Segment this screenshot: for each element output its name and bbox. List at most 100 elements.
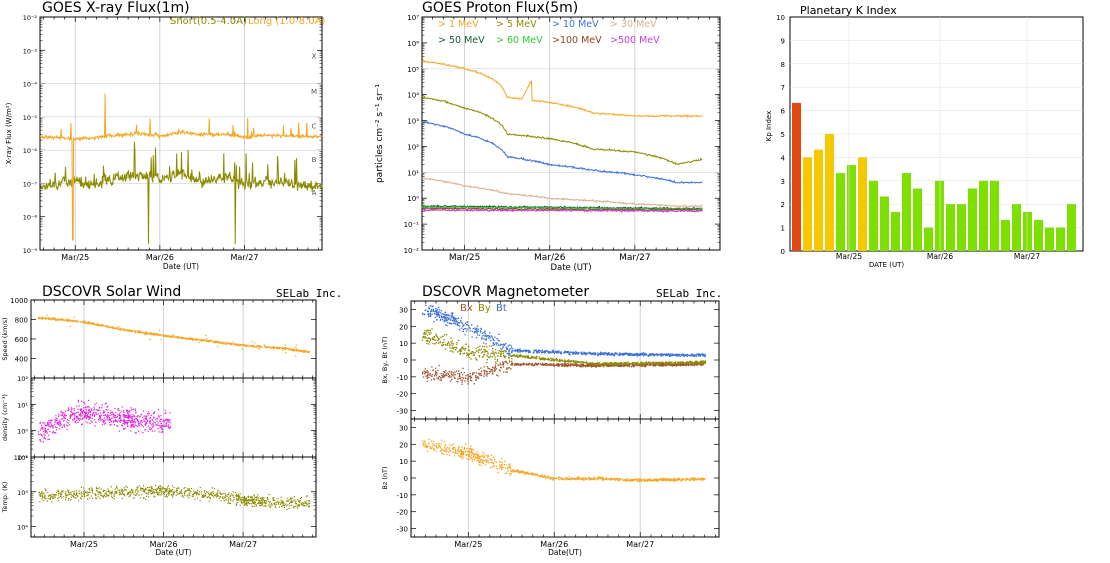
kp-bar xyxy=(1023,211,1032,251)
wind-axes-0 xyxy=(30,299,317,379)
kp-bar xyxy=(902,173,911,251)
proton-ytick-label: 10² xyxy=(407,143,419,151)
xray-ytick-label: 10⁻³ xyxy=(23,47,38,55)
wind-axes-1-frame xyxy=(30,377,317,458)
wind-ytick-label: 1000 xyxy=(10,297,28,305)
mag-ylabel: Bz (nT) xyxy=(381,466,389,489)
mag-ytick-label: 20 xyxy=(399,441,408,449)
kp-ytick-label: 2 xyxy=(781,201,785,209)
proton-legend-entry: >100 MeV xyxy=(552,35,602,46)
mag-scatter-Bx xyxy=(422,356,706,385)
wind-axes-0-frame xyxy=(30,299,317,379)
proton-legend-entry: > 1 MeV xyxy=(438,19,479,30)
mag-ytick-label: 30 xyxy=(399,306,408,314)
proton-series-line xyxy=(421,207,703,213)
kp-xtick-label: Mar/25 xyxy=(836,252,862,261)
kp-bar xyxy=(913,188,922,251)
xray-xtick-label: Mar/25 xyxy=(61,253,89,262)
proton-xtick-label: Mar/25 xyxy=(449,253,480,263)
wind-scatter-0 xyxy=(37,314,310,357)
wind-ytick-label: 10⁶ xyxy=(17,454,28,462)
proton-ytick-label: 10¹ xyxy=(407,169,419,177)
wind-axes-1 xyxy=(30,377,317,458)
kp-bar xyxy=(847,165,856,251)
mag-ytick-label: 30 xyxy=(399,424,408,432)
mag-legend-entry: Bx xyxy=(460,303,473,314)
proton-series-line xyxy=(421,177,703,208)
xray-xtick-label: Mar/27 xyxy=(230,253,258,262)
kp-ytick-label: 8 xyxy=(781,61,785,69)
wind-ytick-label: 10⁴ xyxy=(17,524,28,532)
mag-scatter-By xyxy=(421,328,706,366)
kp-bar xyxy=(957,204,966,251)
kp-bar xyxy=(1045,227,1054,251)
wind-xlabel: Date (UT) xyxy=(155,548,191,557)
proton-legend-entry: > 30 MeV xyxy=(610,19,657,30)
mag-xtick-label: Mar/25 xyxy=(454,540,482,549)
xray-ytick-label: 10⁻⁷ xyxy=(23,180,38,188)
proton-ytick-label: 10⁴ xyxy=(407,92,419,100)
wind-ytick-label: 10⁰ xyxy=(17,428,28,436)
proton-axes xyxy=(421,16,721,251)
kp-ytick-label: 7 xyxy=(781,84,785,92)
mag-ylabel: Bx, By, Bt (nT) xyxy=(381,336,389,383)
mag-ytick-label: -20 xyxy=(397,391,408,399)
kp-bar xyxy=(891,211,900,251)
kp-bar xyxy=(869,180,878,251)
kp-ytick-label: 3 xyxy=(781,178,785,186)
proton-legend-entry: > 50 MeV xyxy=(438,35,485,46)
proton-ylabel: particles cm⁻² s⁻¹ sr⁻¹ xyxy=(375,84,385,183)
wind-scatter-2 xyxy=(38,484,311,510)
mag-ytick-label: -30 xyxy=(397,408,408,416)
wind-scatter-1 xyxy=(38,399,172,443)
xray-ytick-label: 10⁻⁹ xyxy=(23,247,38,255)
xray-ytick-label: 10⁻² xyxy=(23,14,38,22)
wind-ytick-label: 10⁻¹ xyxy=(14,454,29,462)
proton-ytick-label: 10⁻² xyxy=(404,247,420,255)
kp-ytick-label: 6 xyxy=(781,108,786,116)
kp-ytick-label: 10 xyxy=(776,14,785,22)
mag-ytick-label: -30 xyxy=(397,526,408,534)
kp-ytick-label: 9 xyxy=(781,37,785,45)
kp-ytick-label: 5 xyxy=(781,131,785,139)
mag-ytick-label: -10 xyxy=(397,374,408,382)
xray-class-label: X xyxy=(312,52,317,60)
xray-ytick-label: 10⁻⁸ xyxy=(23,214,38,222)
proton-xtick-label: Mar/26 xyxy=(534,253,566,263)
wind-ylabel: density (cm⁻³) xyxy=(1,394,9,441)
kp-ylabel: Kp Index xyxy=(765,111,773,142)
xray-class-label: C xyxy=(312,122,317,130)
proton-axes-frame xyxy=(421,16,721,251)
xray-series-long xyxy=(39,93,323,241)
proton-series-line xyxy=(421,95,703,166)
mag-scatter-Bz xyxy=(422,438,706,483)
proton-ytick-label: 10⁷ xyxy=(407,14,419,22)
kp-bar xyxy=(880,196,889,251)
kp-ytick-label: 0 xyxy=(781,248,785,256)
mag-ytick-label: -20 xyxy=(397,509,408,517)
proton-ytick-label: 10⁶ xyxy=(407,40,419,48)
mag-legend-entry: Bt xyxy=(496,303,507,314)
proton-xtick-label: Mar/27 xyxy=(619,253,650,263)
kp-bar xyxy=(792,102,801,252)
wind-ylabel: Speed (km/s) xyxy=(1,317,9,360)
wind-xtick-label: Mar/27 xyxy=(229,540,257,549)
proton-legend-entry: > 60 MeV xyxy=(496,35,543,46)
kp-bar xyxy=(935,180,944,251)
wind-ytick-label: 400 xyxy=(15,356,28,364)
proton-ytick-label: 10³ xyxy=(407,118,419,126)
xray-class-label: B xyxy=(312,156,317,164)
xray-xtick-label: Mar/26 xyxy=(146,253,174,262)
mag-ytick-label: 10 xyxy=(399,340,408,348)
mag-legend-entry: By xyxy=(478,303,491,314)
kp-xtick-label: Mar/26 xyxy=(927,252,953,261)
kp-bar xyxy=(990,180,999,251)
proton-ytick-label: 10⁵ xyxy=(407,66,419,74)
kp-bar xyxy=(946,204,955,251)
proton-series-line xyxy=(421,120,703,185)
kp-bar xyxy=(858,157,867,251)
xray-series-short xyxy=(39,141,323,245)
wind-ylabel: Temp. (K) xyxy=(1,482,9,514)
mag-ytick-label: -10 xyxy=(397,492,408,500)
